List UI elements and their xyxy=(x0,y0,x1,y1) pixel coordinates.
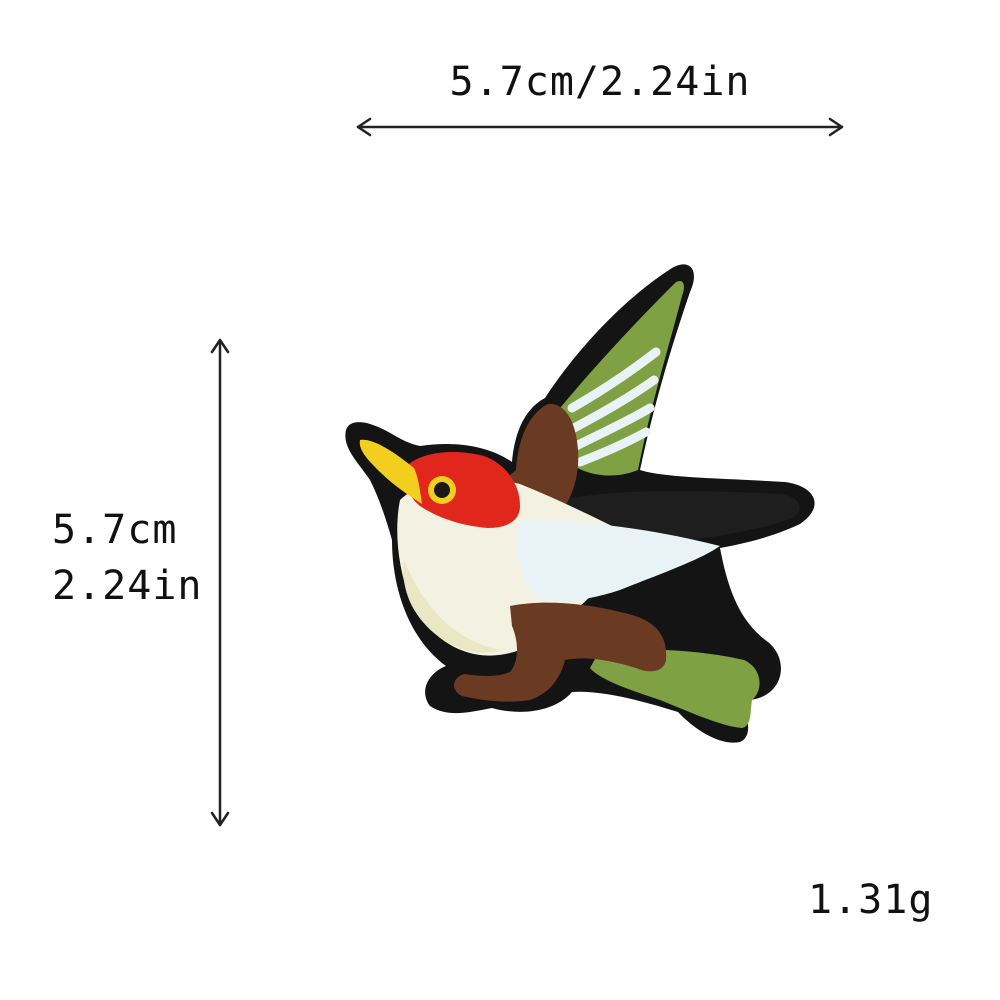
upper-wing-white-stripes xyxy=(567,347,661,467)
beak xyxy=(359,439,422,504)
belly-cream xyxy=(403,560,500,653)
branch xyxy=(453,602,667,702)
height-dimension-in-label: 2.24in xyxy=(52,563,203,609)
tail xyxy=(590,649,760,728)
head xyxy=(404,452,520,528)
eye xyxy=(434,482,450,498)
height-dimension-cm-label: 5.7cm xyxy=(52,507,178,553)
height-arrow xyxy=(210,338,230,827)
width-arrow xyxy=(356,117,844,137)
width-dimension-label: 5.7cm/2.24in xyxy=(449,59,751,105)
lower-wing xyxy=(516,520,720,602)
weight-label: 1.31g xyxy=(808,877,934,923)
